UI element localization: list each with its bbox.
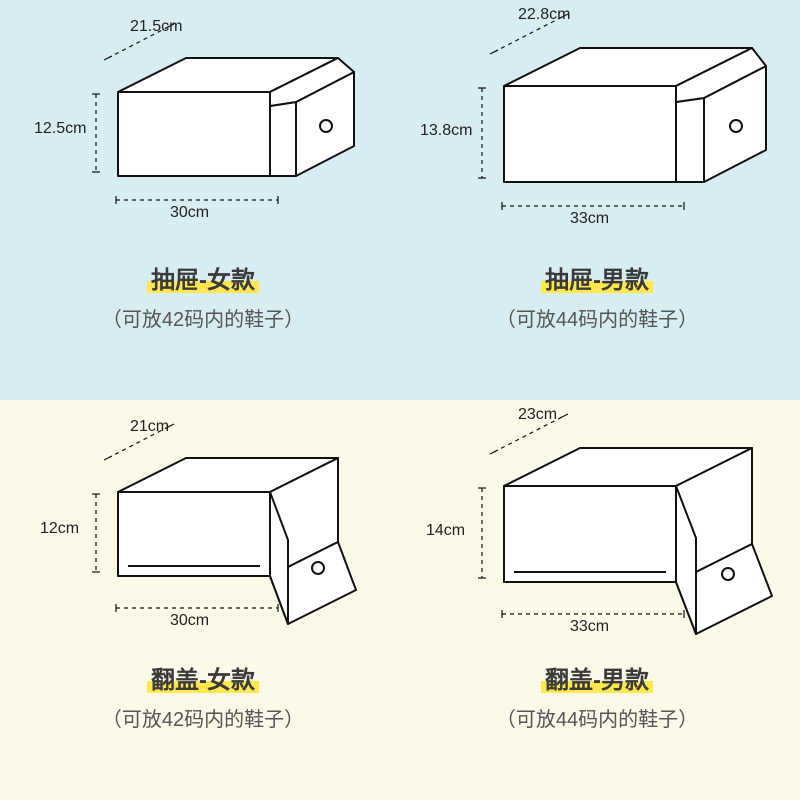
dim-width: 30cm [170, 612, 209, 630]
caption-drawer-male: 抽屉-男款 （可放44码内的鞋子） [412, 260, 782, 332]
title-highlight: 翻盖-女款 [147, 660, 259, 695]
dim-depth: 21.5cm [130, 18, 182, 36]
title-text: 翻盖-男款 [545, 667, 649, 694]
dim-depth: 23cm [518, 406, 557, 424]
diagram-drawer-male: 22.8cm 13.8cm 33cm [412, 0, 782, 260]
subtitle-text: （可放42码内的鞋子） [18, 703, 388, 732]
dim-width: 30cm [170, 204, 209, 222]
cell-flip-female: 21cm 12cm 30cm 翻盖-女款 （可放42码内的鞋子） [18, 400, 388, 800]
title-highlight: 抽屉-男款 [541, 260, 653, 295]
dim-height: 12cm [40, 520, 79, 538]
title-highlight: 抽屉-女款 [147, 260, 259, 295]
dim-height: 12.5cm [34, 120, 86, 138]
caption-flip-female: 翻盖-女款 （可放42码内的鞋子） [18, 660, 388, 732]
subtitle-text: （可放44码内的鞋子） [412, 703, 782, 732]
dim-height: 13.8cm [420, 122, 472, 140]
cell-flip-male: 23cm 14cm 33cm 翻盖-男款 （可放44码内的鞋子） [412, 400, 782, 800]
diagram-flip-female: 21cm 12cm 30cm [18, 400, 388, 660]
panel-flip: 21cm 12cm 30cm 翻盖-女款 （可放42码内的鞋子） [0, 400, 800, 800]
diagram-drawer-female: 21.5cm 12.5cm 30cm [18, 0, 388, 260]
title-text: 抽屉-男款 [545, 267, 649, 294]
dim-width: 33cm [570, 618, 609, 636]
caption-flip-male: 翻盖-男款 （可放44码内的鞋子） [412, 660, 782, 732]
subtitle-text: （可放42码内的鞋子） [18, 303, 388, 332]
title-text: 抽屉-女款 [151, 267, 255, 294]
title-highlight: 翻盖-男款 [541, 660, 653, 695]
diagram-flip-male: 23cm 14cm 33cm [412, 400, 782, 660]
caption-drawer-female: 抽屉-女款 （可放42码内的鞋子） [18, 260, 388, 332]
dim-depth: 21cm [130, 418, 169, 436]
dim-height: 14cm [426, 522, 465, 540]
dim-width: 33cm [570, 210, 609, 228]
panel-drawer: 21.5cm 12.5cm 30cm 抽屉-女款 （可放42码内的鞋子） [0, 0, 800, 400]
title-text: 翻盖-女款 [151, 667, 255, 694]
dim-depth: 22.8cm [518, 6, 570, 24]
cell-drawer-male: 22.8cm 13.8cm 33cm 抽屉-男款 （可放44码内的鞋子） [412, 0, 782, 400]
cell-drawer-female: 21.5cm 12.5cm 30cm 抽屉-女款 （可放42码内的鞋子） [18, 0, 388, 400]
subtitle-text: （可放44码内的鞋子） [412, 303, 782, 332]
